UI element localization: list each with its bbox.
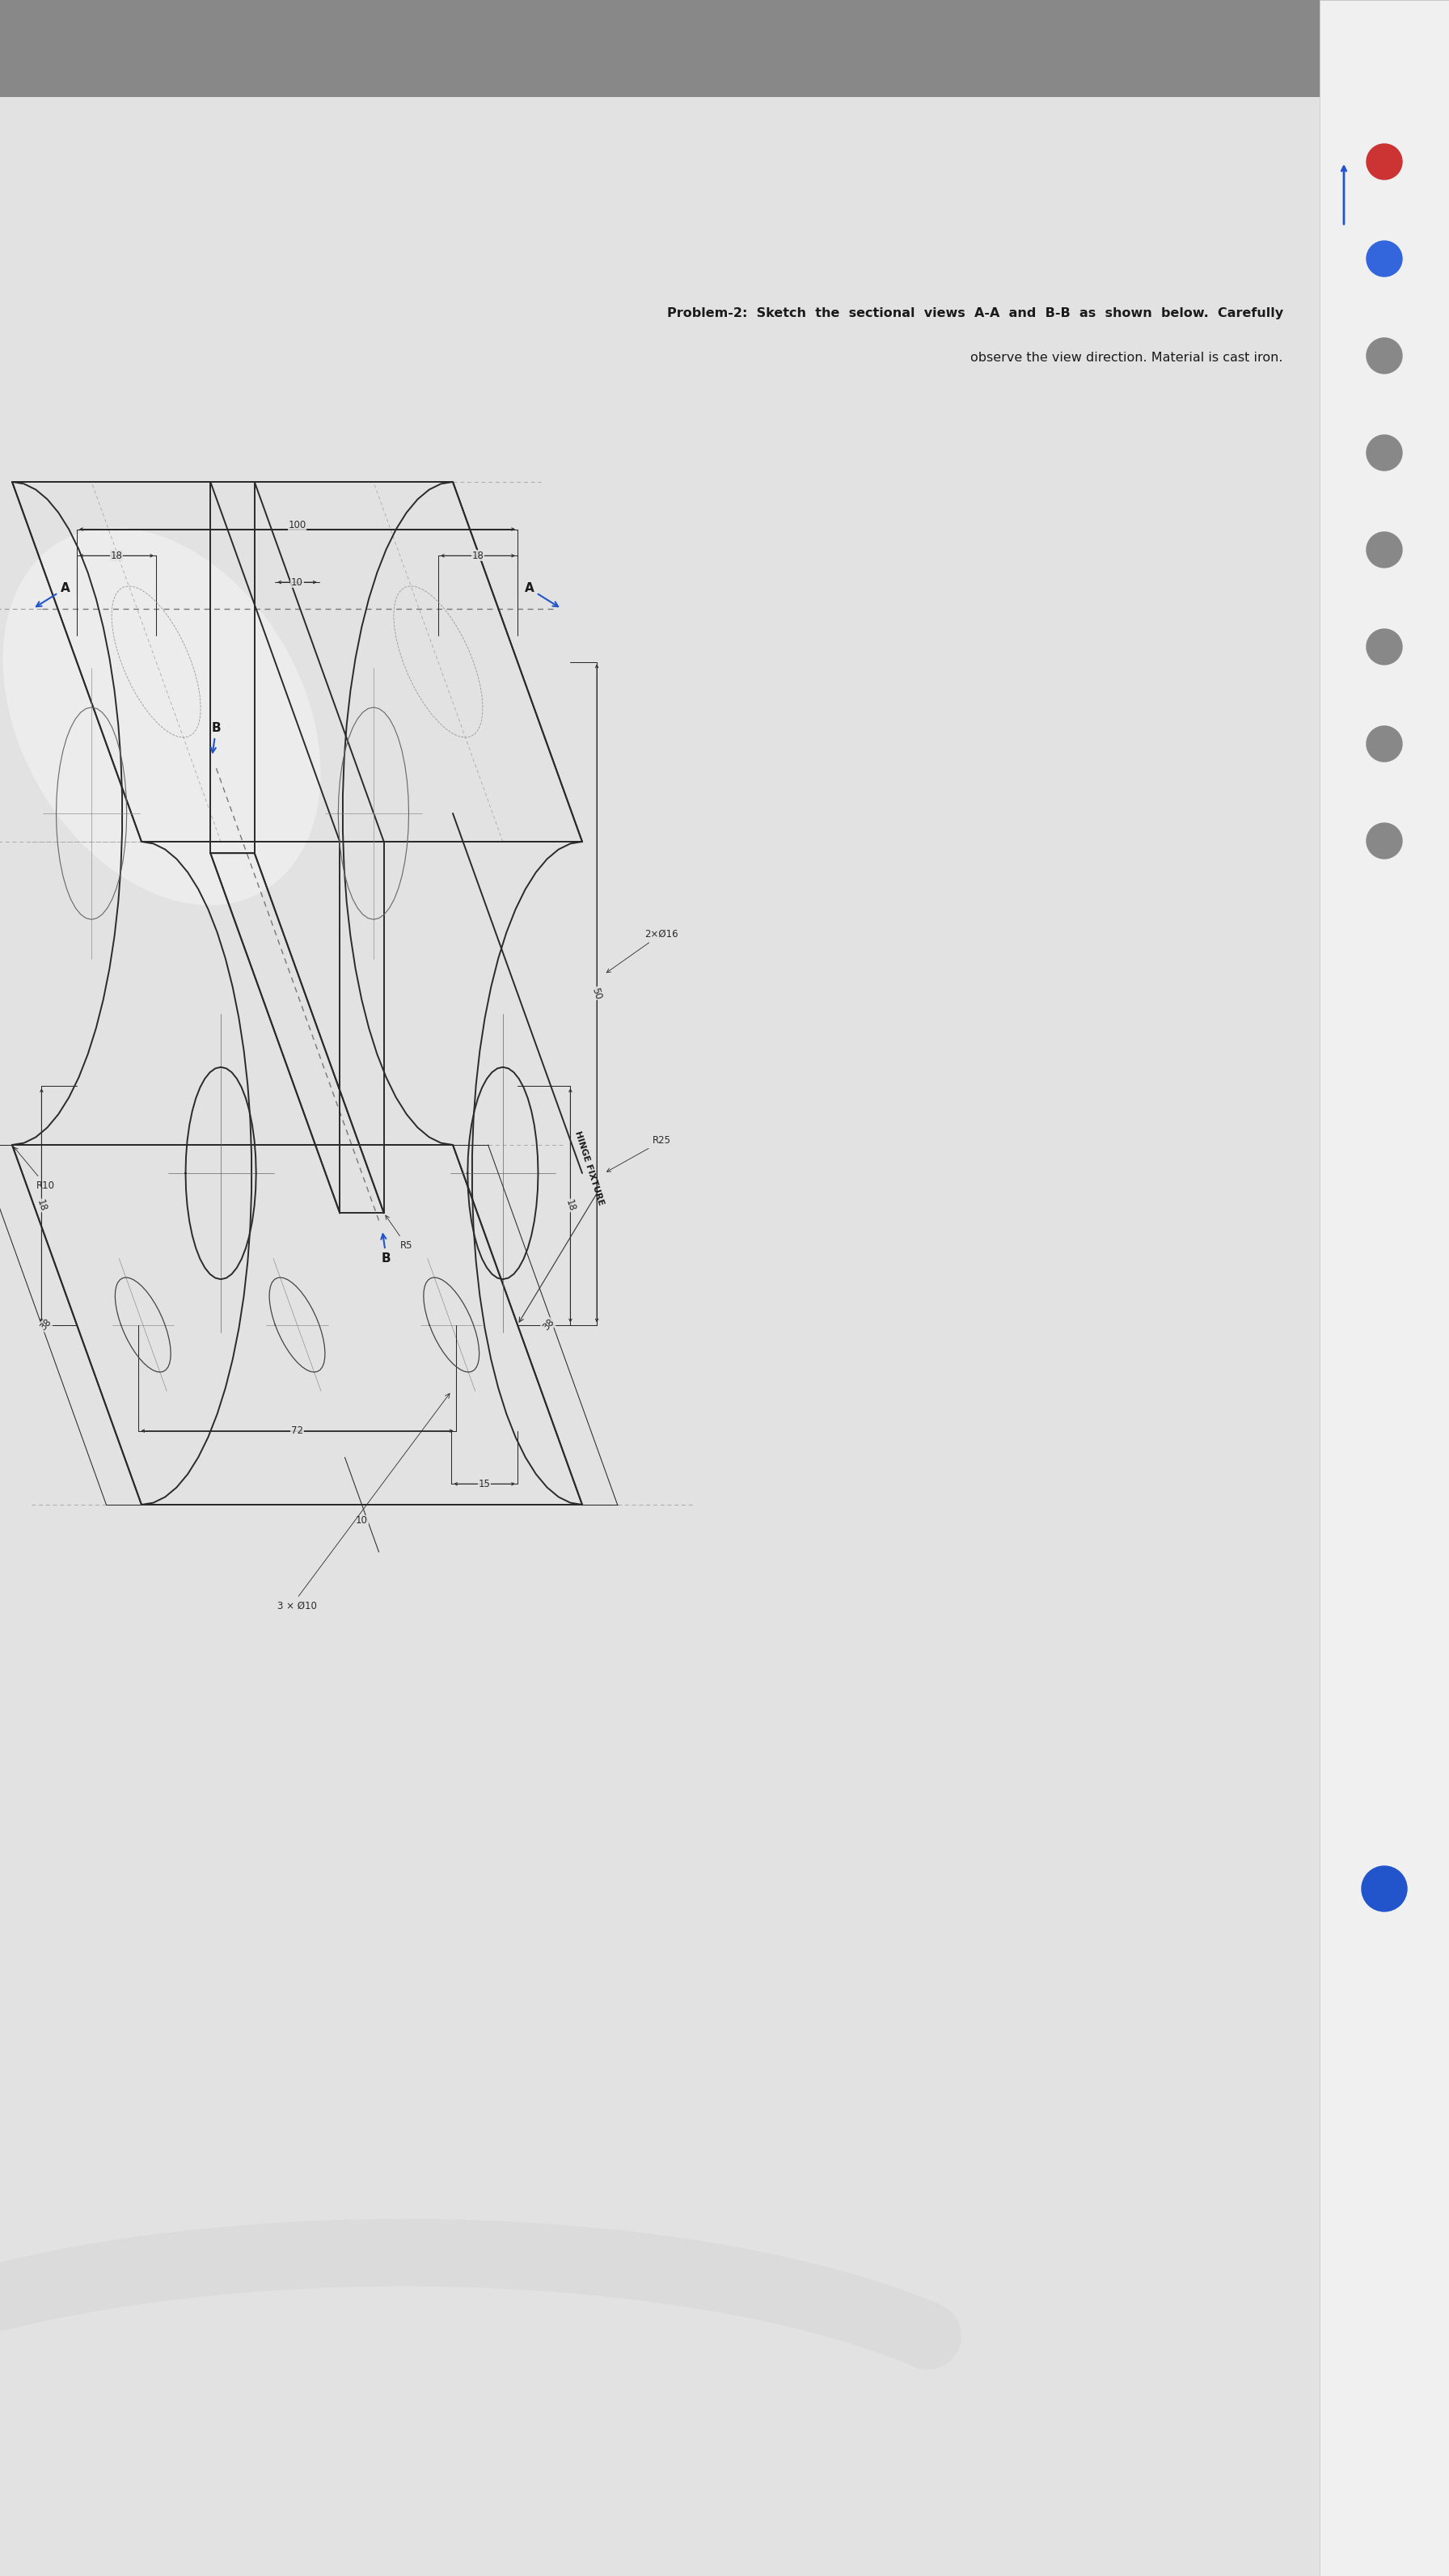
Text: 38: 38: [38, 1316, 54, 1332]
Text: R10: R10: [14, 1146, 55, 1190]
Text: observe the view direction. Material is cast iron.: observe the view direction. Material is …: [971, 353, 1284, 363]
Text: 10: 10: [291, 577, 303, 587]
Text: B: B: [381, 1234, 391, 1265]
Circle shape: [1366, 533, 1403, 567]
Text: 100: 100: [288, 520, 306, 531]
Text: Problem-2:  Sketch  the  sectional  views  A-A  and  B-B  as  shown  below.  Car: Problem-2: Sketch the sectional views A-…: [667, 307, 1284, 319]
Bar: [0, 0, 1449, 98]
Text: 50: 50: [590, 987, 604, 999]
Circle shape: [1362, 1865, 1407, 1911]
Text: 72: 72: [291, 1425, 303, 1437]
Text: 2×Ø16: 2×Ø16: [607, 927, 678, 974]
Text: 15: 15: [478, 1479, 490, 1489]
Text: 10: 10: [356, 1515, 368, 1525]
Circle shape: [1366, 144, 1403, 180]
Text: 38: 38: [540, 1316, 556, 1332]
Text: R5: R5: [385, 1216, 413, 1249]
Bar: [1320, 0, 1449, 2576]
Circle shape: [1366, 242, 1403, 276]
Circle shape: [1366, 337, 1403, 374]
Circle shape: [1366, 629, 1403, 665]
Text: 3 × Ø10: 3 × Ø10: [277, 1600, 317, 1613]
Text: 18: 18: [472, 551, 484, 562]
Text: R25: R25: [607, 1136, 671, 1172]
Ellipse shape: [3, 528, 320, 904]
Text: 18: 18: [110, 551, 123, 562]
Text: A: A: [525, 582, 558, 605]
Text: HINGE FIXTURE: HINGE FIXTURE: [574, 1131, 606, 1206]
Text: B: B: [212, 721, 220, 752]
Circle shape: [1366, 726, 1403, 762]
Text: 18: 18: [564, 1198, 577, 1213]
Text: A: A: [36, 582, 70, 605]
Circle shape: [1366, 435, 1403, 471]
Circle shape: [1366, 824, 1403, 858]
Text: 18: 18: [35, 1198, 48, 1213]
